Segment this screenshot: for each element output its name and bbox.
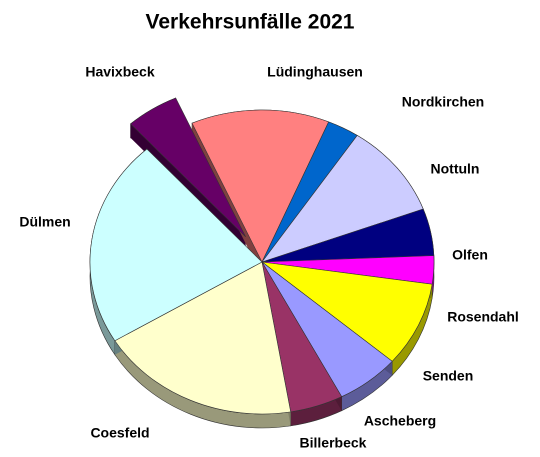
slice-label: Nordkirchen: [402, 94, 484, 110]
slice-label: Lüdinghausen: [267, 64, 363, 80]
labels: Havixbeck Lüdinghausen Nordkirchen Nottuln O…: [19, 64, 518, 451]
pie-slice: [114, 261, 292, 415]
pie-slice: [191, 109, 330, 263]
slice-label: Dülmen: [19, 214, 70, 230]
pie-tops: [89, 97, 435, 415]
slice-label: Billerbeck: [300, 435, 367, 451]
pie-slice: [130, 97, 246, 238]
pie-slice: [89, 148, 263, 342]
slice-label: Olfen: [452, 247, 488, 263]
slice-label: Nottuln: [431, 161, 480, 177]
pie-slice: [260, 261, 433, 362]
pie-slice: [261, 135, 424, 263]
chart-title: Verkehrsunfälle 2021: [146, 11, 355, 34]
slice-label: Ascheberg: [364, 413, 436, 429]
slice-label: Havixbeck: [85, 64, 154, 80]
slice-label: Senden: [423, 368, 474, 384]
slice-label: Coesfeld: [90, 425, 149, 441]
slice-label: Rosendahl: [447, 309, 519, 325]
